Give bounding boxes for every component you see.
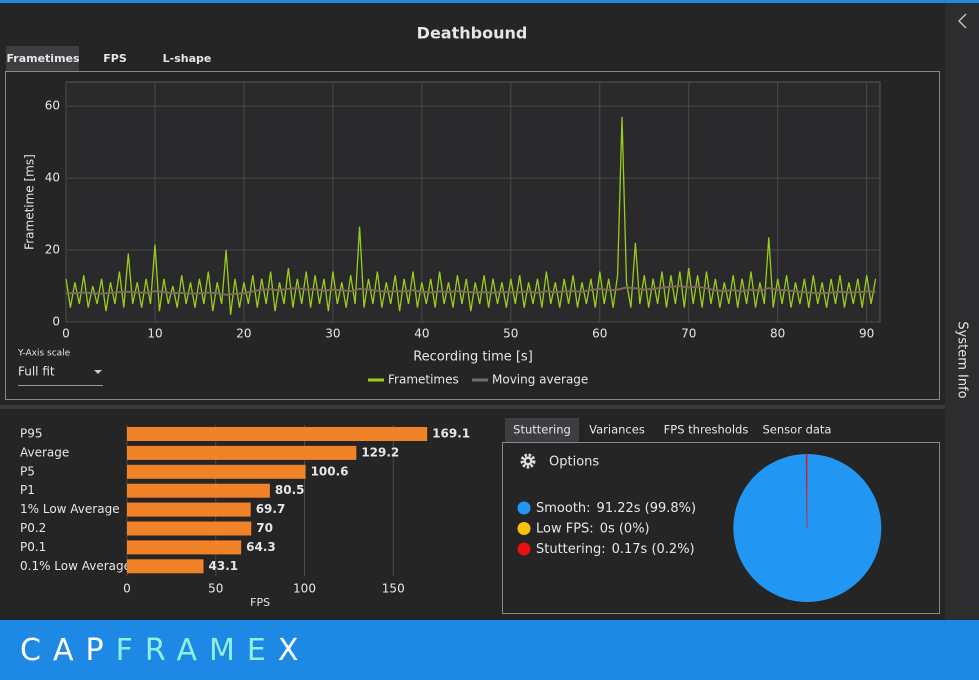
tab[interactable]: FPS [103,52,127,65]
x-tick-label: 50 [503,327,518,341]
bar [127,427,428,441]
category-label: P0.1 [20,540,46,554]
legend-value: 91.22s (99.8%) [597,501,697,516]
bar [127,502,251,517]
x-tick-label: 100 [293,582,316,596]
brand-part: X [278,633,311,668]
value-label: 169.1 [432,427,470,441]
category-label: 1% Low Average [20,502,120,516]
brand-bar [0,620,979,680]
pie-slice [733,453,882,602]
collapse-icon[interactable] [957,13,967,29]
category-label: Average [20,445,69,459]
bar [127,483,270,498]
y-tick-label: 40 [45,171,60,185]
x-tick-label: 0 [62,327,70,341]
x-tick-label: 80 [770,327,785,341]
tab-selected [6,46,79,71]
x-axis-label: FPS [250,596,270,609]
dropdown-caret[interactable] [94,370,102,374]
x-tick-label: 40 [414,327,429,341]
value-label: 129.2 [361,445,399,459]
plot-area [65,81,881,323]
bar [127,521,252,536]
bar [127,445,357,460]
brand-part: CAP [20,633,116,668]
x-tick-label: 30 [325,327,340,341]
sidebar [945,3,979,620]
bar [127,540,242,555]
tab[interactable]: Frametimes [6,52,80,65]
control-label: Y-Axis scale [17,349,71,359]
category-label: P95 [20,427,43,441]
y-tick-label: 60 [45,99,60,113]
x-axis-label: Recording time [s] [413,350,533,365]
y-axis-label: Frametime [ms] [23,154,37,250]
tab[interactable]: Stuttering [513,423,571,437]
tab[interactable]: Variances [589,423,645,437]
pie-slice [805,453,808,529]
legend-swatch [517,522,531,535]
x-tick-label: 90 [859,327,874,341]
x-tick-label: 10 [147,327,162,341]
value-label: 43.1 [209,559,239,573]
category-label: P0.2 [20,521,46,535]
tab[interactable]: L-shape [163,52,212,65]
x-tick-label: 0 [123,582,131,596]
legend-label: Stuttering: 0.17s (0.2%) [536,542,695,557]
legend-value: 0s (0%) [600,521,650,536]
stutter-frame [502,442,940,614]
x-tick-label: 150 [382,582,405,596]
legend-value: 0.17s (0.2%) [612,542,695,557]
dropdown-value[interactable]: Full fit [18,365,55,379]
side-label[interactable]: System Info [955,321,970,398]
value-label: 100.6 [311,464,349,478]
options-label[interactable]: Options [549,455,599,470]
bar [127,559,204,574]
legend-category: Smooth: [536,501,591,516]
legend-label: Frametimes [388,373,459,387]
tab-selected [505,418,579,442]
legend-category: Stuttering: [536,542,606,557]
legend-swatch [517,501,531,515]
brand: CAPFRAMEX [20,633,310,668]
series-line [66,284,876,296]
legend-label: Low FPS: 0s (0%) [536,521,650,536]
y-tick-label: 20 [45,243,60,257]
legend-swatch [517,542,531,556]
legend-label: Smooth: 91.22s (99.8%) [536,501,696,516]
x-tick-label: 20 [236,327,251,341]
category-label: P5 [20,464,35,478]
value-label: 70 [256,521,273,535]
x-tick-label: 70 [681,327,696,341]
x-tick-label: 60 [592,327,607,341]
y-tick-label: 0 [52,315,60,329]
category-label: 0.1% Low Average [20,559,131,573]
legend-category: Low FPS: [536,521,594,536]
value-label: 69.7 [256,502,286,516]
value-label: 80.5 [275,483,305,497]
series-line [65,116,877,315]
x-tick-label: 50 [208,582,223,596]
gear-icon[interactable] [520,453,536,469]
tab[interactable]: Sensor data [763,423,832,437]
tab[interactable]: FPS thresholds [664,423,749,437]
title: Deathbound [417,24,528,43]
value-label: 64.3 [246,540,276,554]
brand-part: FRAME [116,633,278,668]
category-label: P1 [20,483,35,497]
bar [127,464,306,479]
top-border [0,0,979,3]
chart-frame [5,71,940,400]
legend-label: Moving average [492,373,588,387]
